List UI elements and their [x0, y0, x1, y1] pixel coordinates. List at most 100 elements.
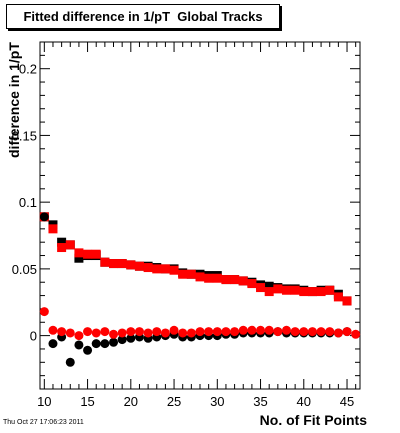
- data-point-square: [48, 224, 58, 234]
- data-point-square: [273, 284, 283, 294]
- y-axis-label: difference in 1/pT: [6, 42, 22, 158]
- data-point-square: [221, 275, 231, 285]
- data-point-square: [195, 272, 205, 282]
- data-point-square: [134, 261, 144, 271]
- x-tick-label: 25: [167, 394, 181, 409]
- data-point-circle: [316, 327, 326, 337]
- data-point-square: [256, 283, 266, 293]
- data-point-square: [169, 265, 179, 275]
- data-point-circle: [169, 325, 179, 335]
- data-point-circle: [204, 327, 214, 337]
- data-point-square: [152, 264, 162, 274]
- data-point-circle: [100, 327, 110, 337]
- data-point-square: [316, 287, 326, 297]
- data-point-square: [65, 240, 75, 250]
- data-point-circle: [290, 327, 300, 337]
- data-point-circle: [195, 327, 205, 337]
- data-point-square: [299, 287, 309, 297]
- y-tick-label: 0.1: [19, 195, 37, 210]
- y-tick-label: 0.15: [12, 128, 37, 143]
- data-point-circle: [256, 325, 266, 335]
- data-point-circle: [109, 329, 119, 339]
- data-point-square: [307, 287, 317, 297]
- data-point-square: [333, 292, 343, 302]
- data-point-circle: [126, 327, 136, 337]
- data-point-square: [342, 296, 352, 306]
- data-point-square: [247, 279, 257, 289]
- y-tick-label: 0.2: [19, 62, 37, 77]
- x-tick-label: 35: [253, 394, 267, 409]
- x-tick-label: 40: [297, 394, 311, 409]
- data-point-circle: [109, 337, 119, 347]
- data-point-square: [117, 259, 127, 269]
- data-point-circle: [91, 339, 101, 349]
- data-point-circle: [152, 327, 162, 337]
- data-point-square: [230, 275, 240, 285]
- data-point-circle: [83, 327, 93, 337]
- data-point-square: [264, 287, 274, 297]
- data-point-circle: [238, 325, 248, 335]
- data-point-circle: [247, 325, 257, 335]
- data-point-circle: [307, 327, 317, 337]
- data-point-square: [290, 285, 300, 295]
- data-point-circle: [143, 328, 153, 338]
- data-point-square: [325, 285, 335, 295]
- data-point-square: [204, 273, 214, 283]
- data-point-circle: [160, 328, 170, 338]
- data-point-circle: [57, 327, 67, 337]
- data-point-circle: [117, 335, 127, 345]
- data-point-circle: [74, 331, 84, 341]
- data-point-square: [74, 248, 84, 258]
- data-point-circle: [91, 328, 101, 338]
- data-markers: [39, 212, 361, 367]
- data-point-square: [109, 259, 119, 269]
- data-point-square: [178, 269, 188, 279]
- data-point-circle: [39, 212, 49, 222]
- data-point-square: [264, 281, 274, 291]
- data-point-square: [57, 243, 67, 253]
- x-tick-label: 45: [340, 394, 354, 409]
- data-point-square: [57, 237, 67, 247]
- data-point-square: [160, 264, 170, 274]
- data-point-circle: [325, 327, 335, 337]
- data-point-circle: [65, 357, 75, 367]
- data-point-circle: [186, 328, 196, 338]
- data-point-circle: [117, 328, 127, 338]
- timestamp: Thu Oct 27 17:06:23 2011: [3, 419, 84, 426]
- data-point-circle: [48, 325, 58, 335]
- data-point-circle: [299, 327, 309, 337]
- data-point-circle: [342, 327, 352, 337]
- data-point-square: [100, 257, 110, 267]
- data-point-square: [186, 269, 196, 279]
- data-point-circle: [178, 328, 188, 338]
- data-point-circle: [83, 345, 93, 355]
- data-point-circle: [212, 327, 222, 337]
- x-tick-label: 20: [124, 394, 138, 409]
- x-axis-label: No. of Fit Points: [259, 412, 367, 428]
- y-tick-label: 0.05: [12, 262, 37, 277]
- axis-ticks: 10 15 20 25 30 35 40 45 0 0.05 0.1 0.15 0.2: [12, 41, 360, 409]
- data-point-circle: [273, 327, 283, 337]
- data-point-square: [281, 285, 291, 295]
- data-point-circle: [126, 333, 136, 343]
- data-point-circle: [48, 339, 58, 349]
- data-point-square: [74, 253, 84, 263]
- data-point-circle: [65, 328, 75, 338]
- data-point-circle: [134, 327, 144, 337]
- data-point-circle: [264, 325, 274, 335]
- x-tick-label: 30: [210, 394, 224, 409]
- data-point-square: [212, 273, 222, 283]
- x-tick-label: 10: [37, 394, 51, 409]
- x-tick-label: 15: [80, 394, 94, 409]
- data-point-circle: [74, 340, 84, 350]
- data-point-circle: [281, 325, 291, 335]
- data-point-circle: [351, 329, 361, 339]
- chart-title: Fitted difference in 1/pT Global Tracks: [6, 4, 280, 29]
- data-point-square: [91, 249, 101, 259]
- data-point-square: [126, 260, 136, 270]
- data-point-circle: [100, 339, 110, 349]
- data-point-square: [238, 276, 248, 286]
- data-point-square: [143, 263, 153, 273]
- data-point-square: [83, 249, 93, 259]
